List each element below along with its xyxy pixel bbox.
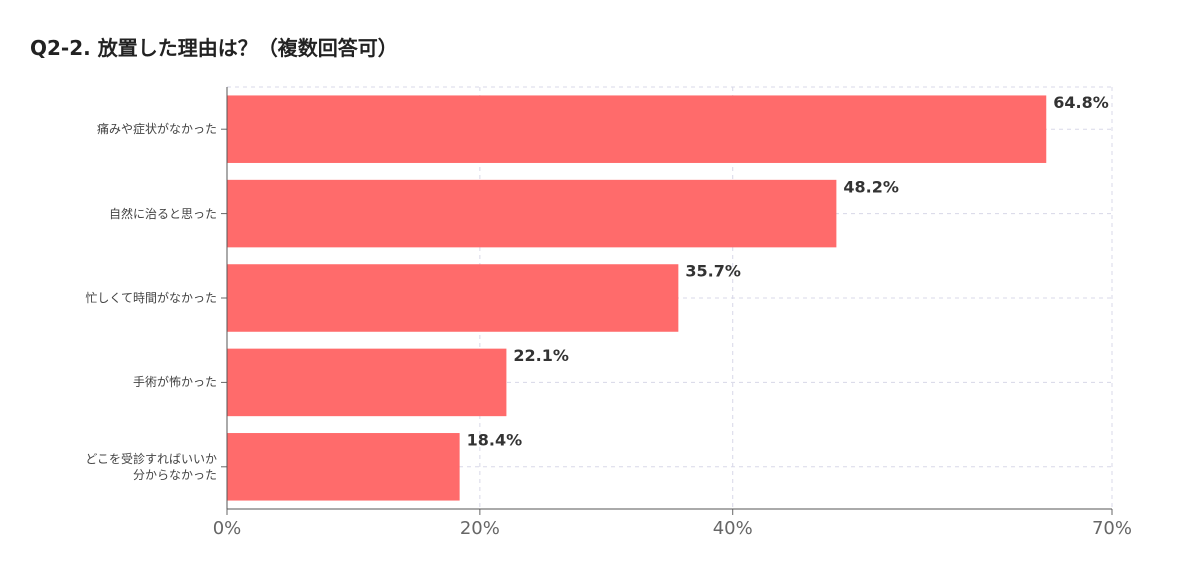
x-tick-label: 0% — [213, 518, 242, 539]
value-label: 18.4% — [467, 431, 523, 450]
bar — [227, 264, 679, 332]
x-tick-label: 40% — [713, 518, 753, 539]
chart-title: Q2-2. 放置した理由は？（複数回答可） — [30, 36, 398, 60]
y-tick-label: どこを受診すればいいか 分からなかった — [85, 451, 217, 482]
x-tick-label: 70% — [1092, 518, 1132, 539]
bar — [227, 348, 507, 417]
value-label: 64.8% — [1053, 93, 1109, 112]
x-tick-label: 20% — [460, 518, 500, 539]
y-tick-label: 忙しくて時間がなかった — [85, 291, 217, 305]
bar — [227, 179, 837, 248]
bar — [227, 95, 1047, 163]
value-label: 48.2% — [843, 177, 899, 196]
value-label: 22.1% — [513, 346, 569, 365]
bar — [227, 433, 460, 501]
y-tick-label: 痛みや症状がなかった — [96, 122, 217, 137]
y-tick-label: 手術が怖かった — [132, 375, 217, 390]
value-label: 35.7% — [685, 262, 741, 281]
y-tick-label: 自然に治ると思った — [108, 206, 217, 221]
